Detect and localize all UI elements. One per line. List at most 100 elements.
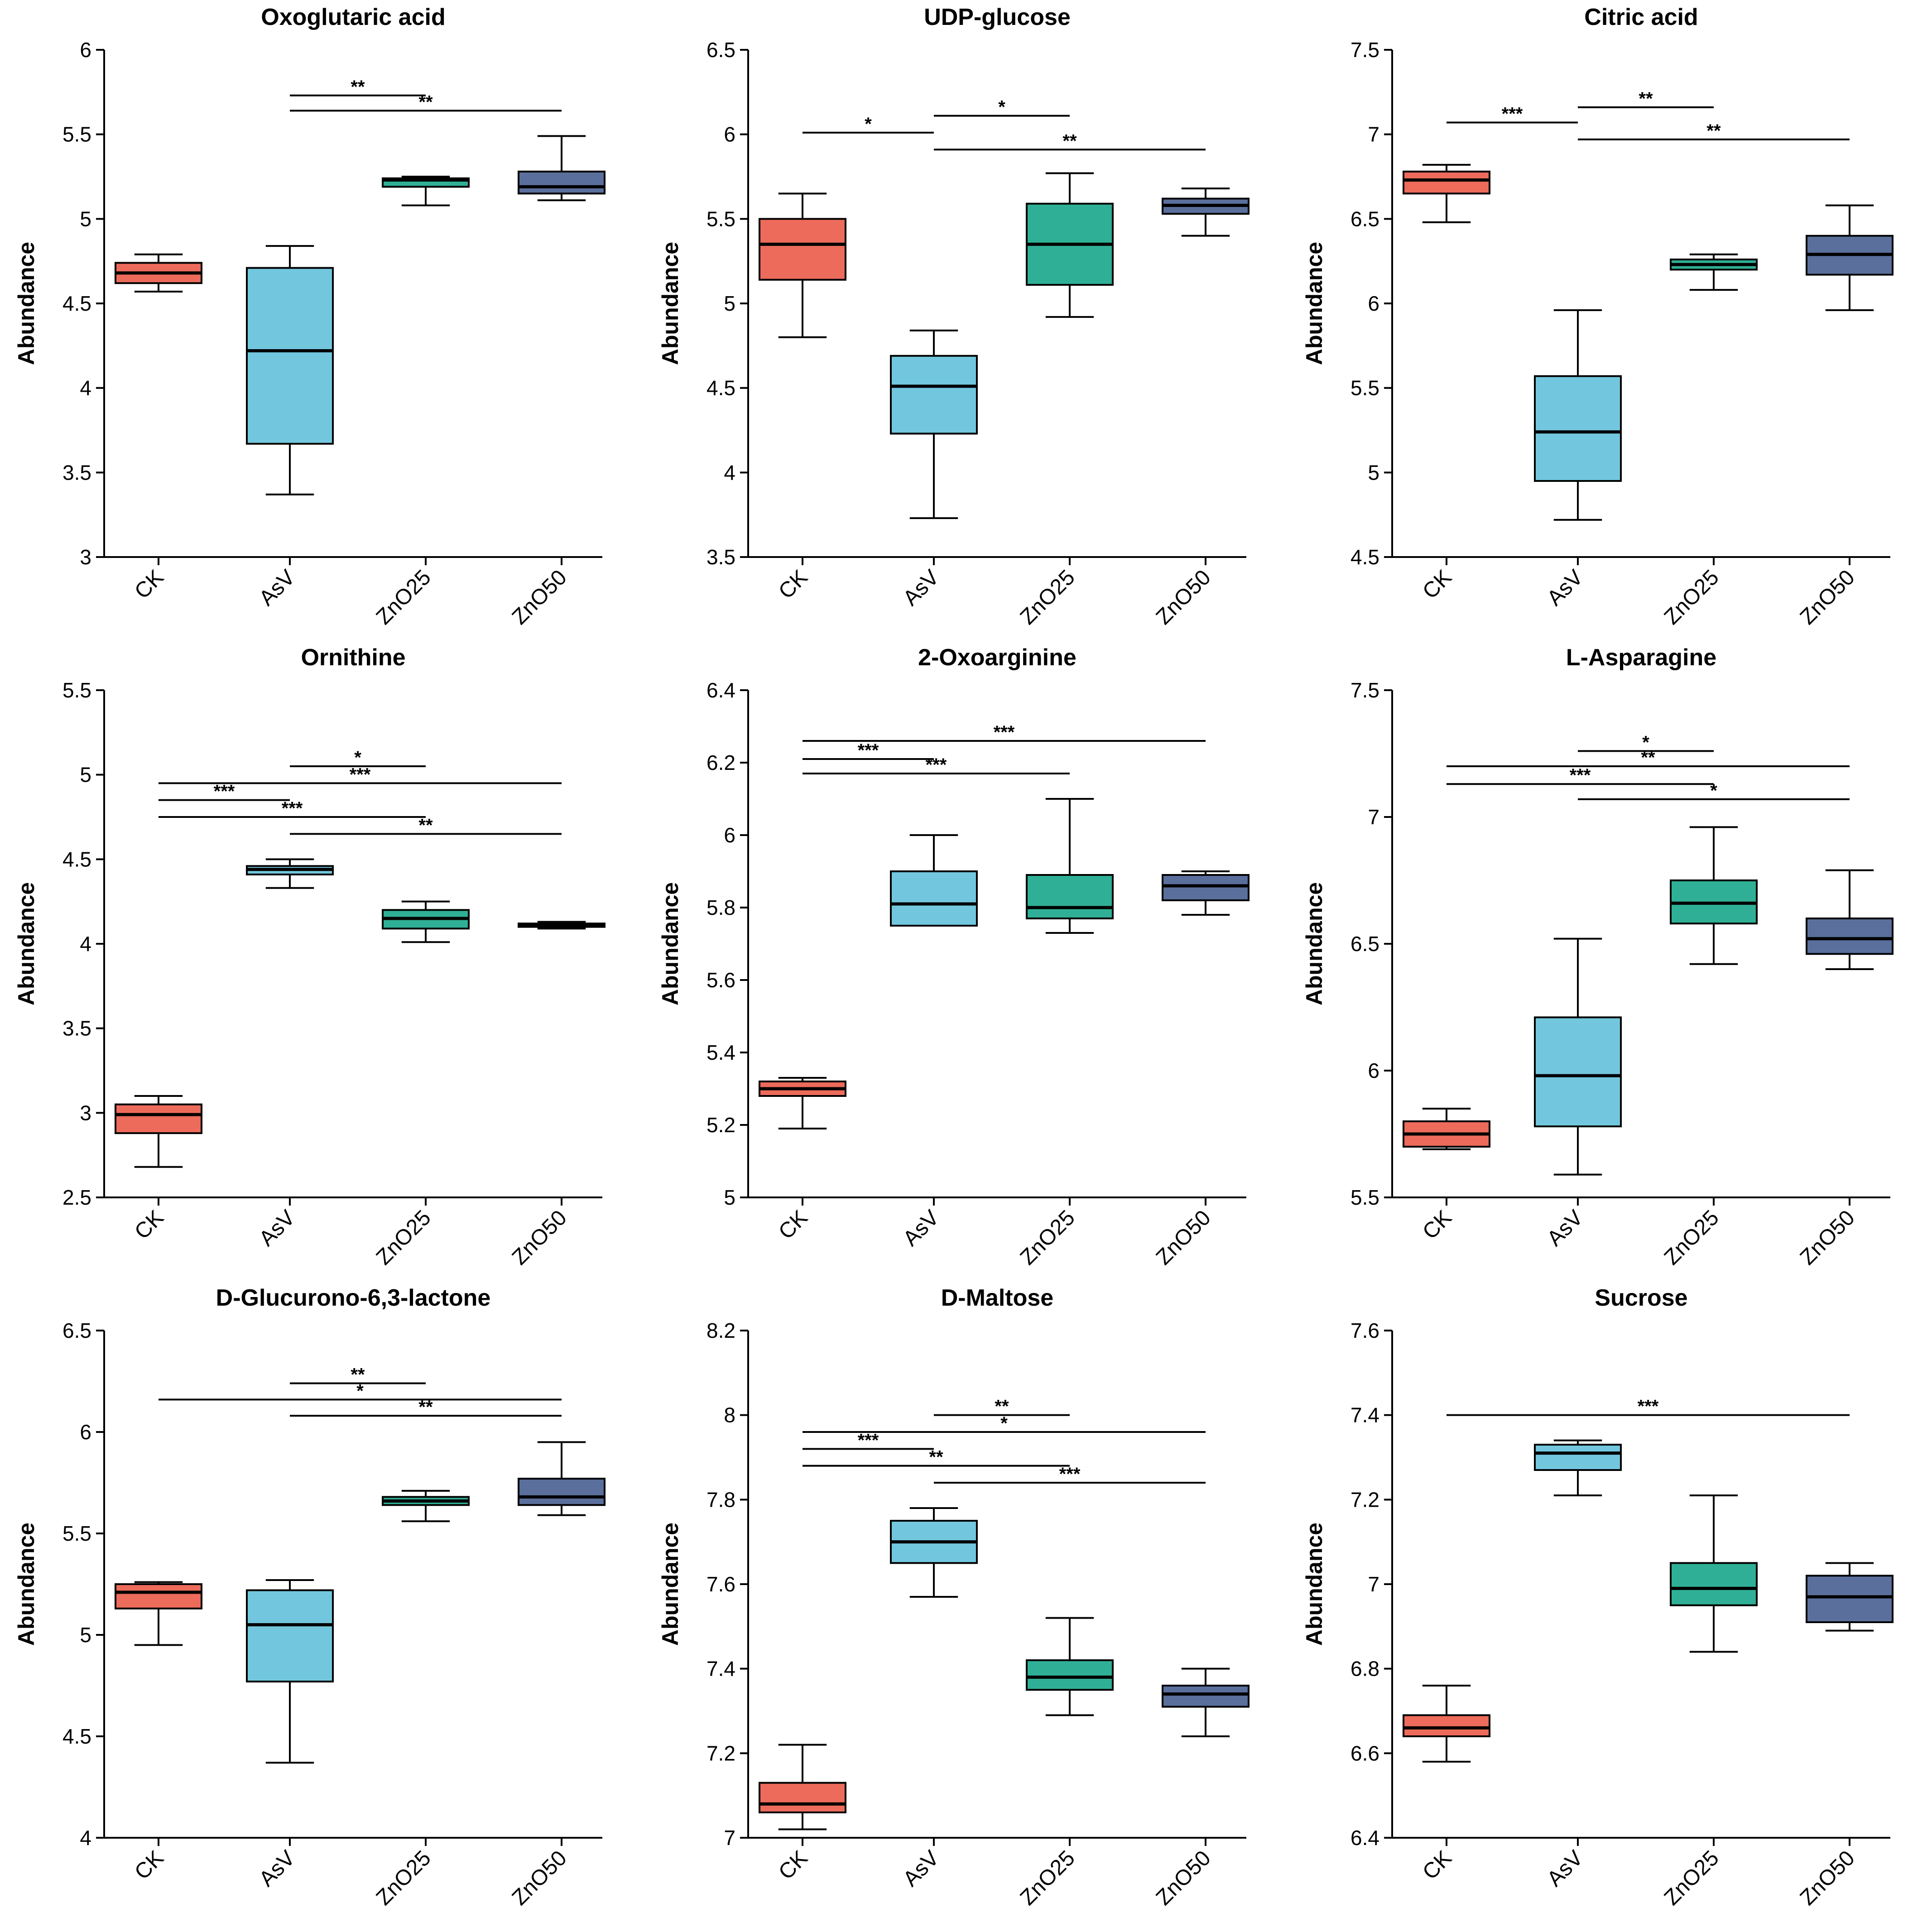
x-tick-label: ZnO25 bbox=[372, 1846, 436, 1910]
boxplot-svg: UDP-glucose Abundance 3.5 4 4.5 5 5.5 6 6.5 CK AsV… bbox=[658, 4, 1250, 629]
y-tick-label: 6.2 bbox=[706, 751, 735, 774]
y-tick-label: 7.4 bbox=[1350, 1403, 1379, 1427]
box-body bbox=[115, 1103, 202, 1134]
boxplot-panel: L-Asparagine Abundance 5.5 6 6.5 7 7.5 CK AsV ZnO… bbox=[1288, 640, 1932, 1281]
boxplot-svg: D-Maltose Abundance 7 7.2 7.4 7.6 7.8 8 8.2 CK AsV… bbox=[658, 1285, 1250, 1910]
significance-label: ** bbox=[418, 1397, 433, 1417]
significance-label: * bbox=[1642, 732, 1649, 752]
y-tick-label: 6.4 bbox=[1350, 1826, 1379, 1850]
y-tick-label: 5 bbox=[80, 763, 91, 787]
box-zno50 bbox=[1806, 1562, 1894, 1632]
box-ck bbox=[115, 253, 202, 293]
y-axis-label: Abundance bbox=[658, 1523, 683, 1646]
significance-label: *** bbox=[282, 798, 303, 818]
significance-label: ** bbox=[1062, 131, 1077, 151]
significance-label: *** bbox=[858, 740, 879, 760]
boxplot-svg: Citric acid Abundance 4.5 5 5.5 6 6.5 7 7.5 CK AsV… bbox=[1302, 4, 1894, 629]
box-zno25 bbox=[1670, 253, 1758, 291]
y-tick-label: 5 bbox=[724, 1186, 735, 1209]
y-tick-label: 2.5 bbox=[62, 1186, 91, 1209]
box-body bbox=[246, 1589, 334, 1683]
y-tick-label: 7 bbox=[1368, 805, 1379, 829]
significance-label: * bbox=[998, 97, 1005, 117]
box-asv bbox=[246, 858, 334, 889]
y-tick-label: 3 bbox=[80, 545, 91, 569]
box-asv bbox=[890, 1507, 978, 1598]
chart-title: Ornithine bbox=[301, 644, 405, 671]
box-zno25 bbox=[1670, 1494, 1758, 1653]
box-asv bbox=[246, 1579, 334, 1764]
x-tick-label: ZnO25 bbox=[1660, 1206, 1724, 1269]
x-tick-label: ZnO50 bbox=[1796, 565, 1860, 629]
significance-label: *** bbox=[1570, 765, 1591, 785]
boxplot-panel: Citric acid Abundance 4.5 5 5.5 6 6.5 7 7.5 CK AsV… bbox=[1288, 0, 1932, 640]
boxplot-svg: Oxoglutaric acid Abundance 3 3.5 4 4.5 5 5.5 6 CK… bbox=[14, 4, 606, 629]
significance-label: * bbox=[354, 748, 361, 768]
box-asv bbox=[1534, 937, 1622, 1176]
x-tick-label: ZnO25 bbox=[1016, 1206, 1080, 1269]
box-body bbox=[1806, 1575, 1894, 1623]
y-tick-label: 5.5 bbox=[1350, 376, 1379, 400]
x-tick-label: AsV bbox=[255, 1206, 300, 1251]
y-tick-label: 5 bbox=[80, 207, 91, 231]
y-tick-label: 5 bbox=[80, 1623, 91, 1647]
x-tick-label: CK bbox=[1418, 1846, 1456, 1884]
y-axis-label: Abundance bbox=[658, 882, 683, 1005]
box-ck bbox=[115, 1581, 202, 1646]
box-zno25 bbox=[382, 1490, 470, 1523]
significance-label: ** bbox=[995, 1397, 1009, 1417]
box-body bbox=[890, 355, 978, 435]
y-tick-label: 7 bbox=[724, 1826, 735, 1850]
box-zno50 bbox=[1806, 204, 1894, 311]
y-tick-label: 7.2 bbox=[1350, 1488, 1379, 1511]
y-axis-label: Abundance bbox=[1302, 1523, 1327, 1646]
box-body bbox=[518, 170, 606, 195]
y-tick-label: 6 bbox=[80, 38, 91, 62]
y-tick-label: 7.6 bbox=[706, 1572, 735, 1596]
x-tick-label: AsV bbox=[1543, 1846, 1588, 1891]
y-tick-label: 7.8 bbox=[706, 1488, 735, 1511]
y-tick-label: 6.6 bbox=[1350, 1741, 1379, 1765]
x-tick-label: CK bbox=[1418, 1206, 1456, 1244]
box-body bbox=[1534, 1444, 1622, 1471]
y-tick-label: 5.2 bbox=[706, 1113, 735, 1137]
box-asv bbox=[890, 834, 978, 927]
box-body bbox=[890, 870, 978, 927]
significance-label: ** bbox=[351, 1365, 365, 1384]
y-tick-label: 7.4 bbox=[706, 1657, 735, 1681]
y-tick-label: 5.8 bbox=[706, 896, 735, 919]
significance-label: ** bbox=[1706, 121, 1721, 141]
x-tick-label: AsV bbox=[255, 1846, 300, 1891]
chart-title: UDP-glucose bbox=[924, 4, 1071, 30]
box-asv bbox=[1534, 1439, 1622, 1496]
significance-label: ** bbox=[1641, 748, 1655, 768]
box-zno50 bbox=[518, 1441, 606, 1516]
x-tick-label: ZnO50 bbox=[1796, 1206, 1860, 1269]
significance-label: ** bbox=[418, 92, 433, 112]
box-zno25 bbox=[382, 176, 470, 207]
significance-label: *** bbox=[858, 1430, 879, 1450]
x-tick-label: CK bbox=[130, 1846, 168, 1884]
y-tick-label: 3.5 bbox=[62, 461, 91, 484]
significance-label: *** bbox=[1502, 104, 1523, 124]
box-ck bbox=[759, 192, 846, 338]
box-ck bbox=[1403, 163, 1490, 223]
chart-title: D-Maltose bbox=[941, 1285, 1053, 1311]
x-tick-label: AsV bbox=[899, 1846, 944, 1891]
significance-label: *** bbox=[214, 782, 235, 802]
x-tick-label: ZnO25 bbox=[372, 565, 436, 629]
y-tick-label: 4.5 bbox=[62, 847, 91, 871]
box-body bbox=[1162, 874, 1250, 901]
y-tick-label: 6 bbox=[724, 823, 735, 847]
y-axis-label: Abundance bbox=[14, 242, 39, 365]
y-tick-label: 6.4 bbox=[706, 678, 735, 702]
box-body bbox=[1534, 1016, 1622, 1128]
box-body bbox=[759, 1782, 846, 1813]
chart-title: Sucrose bbox=[1595, 1285, 1687, 1311]
box-asv bbox=[890, 329, 978, 519]
boxplot-panel: Oxoglutaric acid Abundance 3 3.5 4 4.5 5 5.5 6 CK… bbox=[0, 0, 644, 640]
x-tick-label: ZnO50 bbox=[1152, 1846, 1216, 1910]
x-tick-label: CK bbox=[1418, 565, 1456, 604]
box-body bbox=[1534, 375, 1622, 482]
significance-label: * bbox=[356, 1381, 364, 1401]
